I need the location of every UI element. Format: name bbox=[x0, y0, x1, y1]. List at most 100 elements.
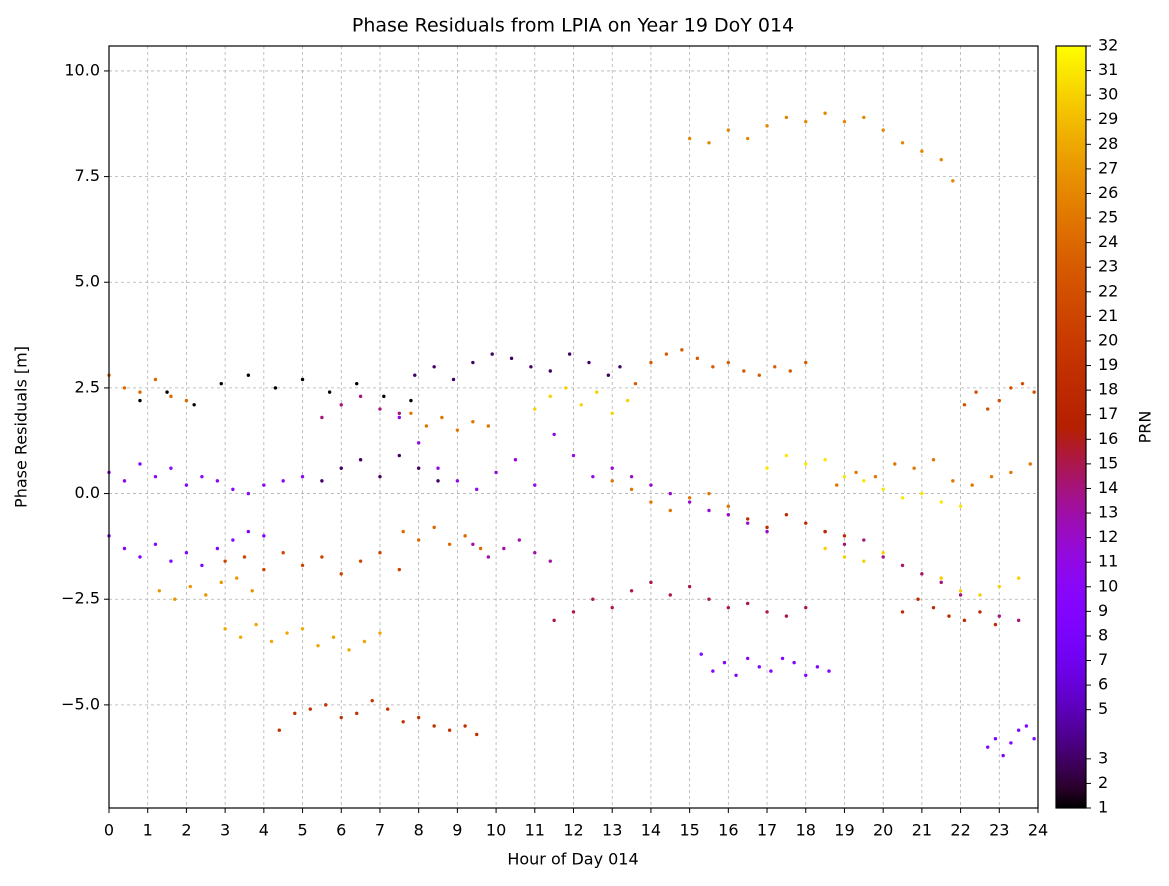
point bbox=[320, 479, 324, 483]
point bbox=[997, 614, 1001, 618]
point bbox=[726, 504, 731, 508]
prn-group bbox=[533, 386, 630, 415]
point bbox=[707, 597, 711, 601]
point bbox=[355, 711, 359, 716]
point bbox=[382, 394, 386, 399]
colorbar-tick-label: 27 bbox=[1098, 158, 1118, 177]
prn-group bbox=[138, 373, 413, 407]
point bbox=[153, 542, 158, 546]
point bbox=[668, 593, 672, 597]
point bbox=[900, 141, 905, 145]
colorbar-tick-label: 20 bbox=[1098, 330, 1118, 349]
prn-group bbox=[835, 458, 1032, 487]
point bbox=[711, 669, 715, 673]
point bbox=[242, 555, 247, 559]
prn-group bbox=[745, 512, 847, 538]
point bbox=[397, 453, 402, 458]
point bbox=[629, 474, 634, 479]
x-tick-label: 19 bbox=[834, 821, 854, 840]
point bbox=[486, 424, 491, 428]
point bbox=[169, 559, 173, 563]
point bbox=[951, 179, 955, 183]
point bbox=[223, 559, 227, 563]
point bbox=[277, 728, 282, 732]
colorbar-tick-label: 5 bbox=[1098, 699, 1108, 718]
point bbox=[471, 420, 475, 424]
point bbox=[985, 407, 990, 411]
point bbox=[687, 584, 692, 589]
x-tick-label: 8 bbox=[414, 821, 424, 840]
point bbox=[765, 529, 769, 534]
point bbox=[610, 605, 614, 610]
point bbox=[517, 538, 522, 542]
point bbox=[920, 149, 924, 153]
colorbar-tick-label: 3 bbox=[1098, 748, 1108, 767]
point bbox=[436, 466, 440, 470]
colorbar-tick-label: 15 bbox=[1098, 453, 1118, 472]
point bbox=[745, 601, 750, 606]
point bbox=[881, 555, 885, 559]
point bbox=[649, 483, 653, 487]
point bbox=[687, 500, 692, 504]
point bbox=[416, 538, 421, 542]
x-tick-label: 20 bbox=[873, 821, 893, 840]
point bbox=[533, 551, 537, 555]
colorbar-tick-label: 18 bbox=[1098, 380, 1118, 399]
colorbar-tick-label: 8 bbox=[1098, 625, 1108, 644]
point bbox=[1020, 381, 1025, 386]
point bbox=[769, 669, 773, 673]
point bbox=[784, 115, 789, 120]
point bbox=[920, 491, 924, 496]
point bbox=[962, 618, 967, 623]
x-tick-label: 12 bbox=[563, 821, 583, 840]
prn-group bbox=[962, 381, 1036, 411]
point bbox=[513, 458, 518, 462]
point bbox=[757, 665, 761, 669]
point bbox=[215, 479, 220, 483]
point bbox=[881, 128, 885, 132]
point bbox=[122, 546, 127, 551]
point bbox=[765, 466, 769, 470]
point bbox=[122, 386, 127, 390]
point bbox=[355, 381, 359, 386]
point bbox=[726, 360, 731, 365]
point bbox=[862, 559, 866, 563]
colorbar bbox=[1055, 45, 1087, 809]
point bbox=[285, 631, 289, 635]
point bbox=[184, 551, 189, 555]
point bbox=[386, 707, 390, 711]
point bbox=[823, 458, 827, 462]
point bbox=[745, 656, 750, 661]
point bbox=[745, 136, 750, 141]
point bbox=[610, 479, 614, 483]
point bbox=[742, 369, 746, 373]
point bbox=[649, 360, 653, 365]
prn-group bbox=[413, 352, 622, 382]
point bbox=[765, 525, 769, 530]
point bbox=[169, 466, 173, 470]
point bbox=[327, 390, 332, 394]
point bbox=[463, 534, 467, 538]
point bbox=[432, 724, 436, 728]
point bbox=[854, 470, 858, 475]
point bbox=[947, 614, 951, 618]
y-tick-label: 0.0 bbox=[75, 483, 100, 502]
point bbox=[842, 555, 847, 559]
point bbox=[668, 508, 672, 513]
point bbox=[358, 559, 363, 563]
point bbox=[804, 521, 808, 525]
point bbox=[587, 360, 591, 365]
prn-group bbox=[823, 546, 1021, 597]
point bbox=[339, 466, 343, 470]
prn-group bbox=[552, 580, 808, 623]
point bbox=[293, 711, 297, 716]
colorbar-tick-label: 31 bbox=[1098, 60, 1118, 79]
colorbar-tick-label: 9 bbox=[1098, 601, 1108, 620]
point bbox=[804, 673, 808, 677]
point bbox=[993, 622, 998, 627]
point bbox=[958, 593, 963, 597]
point bbox=[629, 589, 634, 593]
x-tick-label: 7 bbox=[375, 821, 385, 840]
point bbox=[478, 546, 483, 551]
point bbox=[409, 398, 413, 403]
